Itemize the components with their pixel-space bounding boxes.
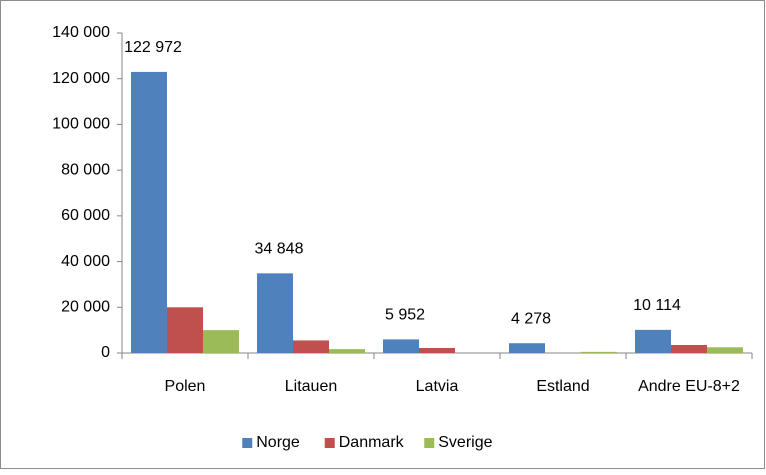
- bar: [419, 347, 455, 353]
- y-tick-label: 140 000: [52, 24, 110, 41]
- x-tick-label: Polen: [165, 378, 206, 395]
- legend-swatch: [424, 438, 435, 448]
- bar: [671, 345, 707, 353]
- legend-swatch: [324, 438, 335, 448]
- bar: [635, 329, 671, 353]
- bar: [509, 343, 545, 353]
- x-tick-label: Andre EU-8+2: [638, 378, 740, 395]
- y-tick-label: 60 000: [61, 207, 110, 224]
- y-tick-label: 100 000: [52, 116, 110, 133]
- bar: [383, 339, 419, 353]
- y-tick-label: 40 000: [61, 253, 110, 270]
- data-label: 122 972: [124, 39, 182, 56]
- data-label: 4 278: [511, 310, 551, 327]
- legend-label: Sverige: [438, 434, 492, 451]
- legend-label: Norge: [256, 434, 300, 451]
- bar: [203, 330, 239, 353]
- bar: [329, 349, 365, 353]
- bar: [131, 71, 167, 353]
- bar: [167, 307, 203, 353]
- bar: [293, 340, 329, 353]
- legend-swatch: [242, 438, 253, 448]
- bar: [707, 347, 743, 353]
- legend-label: Danmark: [339, 434, 405, 451]
- y-tick-label: 20 000: [61, 299, 110, 316]
- bar: [257, 273, 293, 353]
- data-label: 5 952: [385, 307, 425, 324]
- y-tick-label: 0: [101, 344, 110, 361]
- bar: [581, 351, 617, 353]
- x-tick-label: Latvia: [416, 378, 459, 395]
- data-label: 10 114: [633, 297, 681, 314]
- y-tick-label: 80 000: [61, 161, 110, 178]
- data-label: 34 848: [255, 241, 304, 258]
- x-tick-label: Litauen: [285, 378, 338, 395]
- x-tick-label: Estland: [536, 378, 589, 395]
- y-tick-label: 120 000: [52, 70, 110, 87]
